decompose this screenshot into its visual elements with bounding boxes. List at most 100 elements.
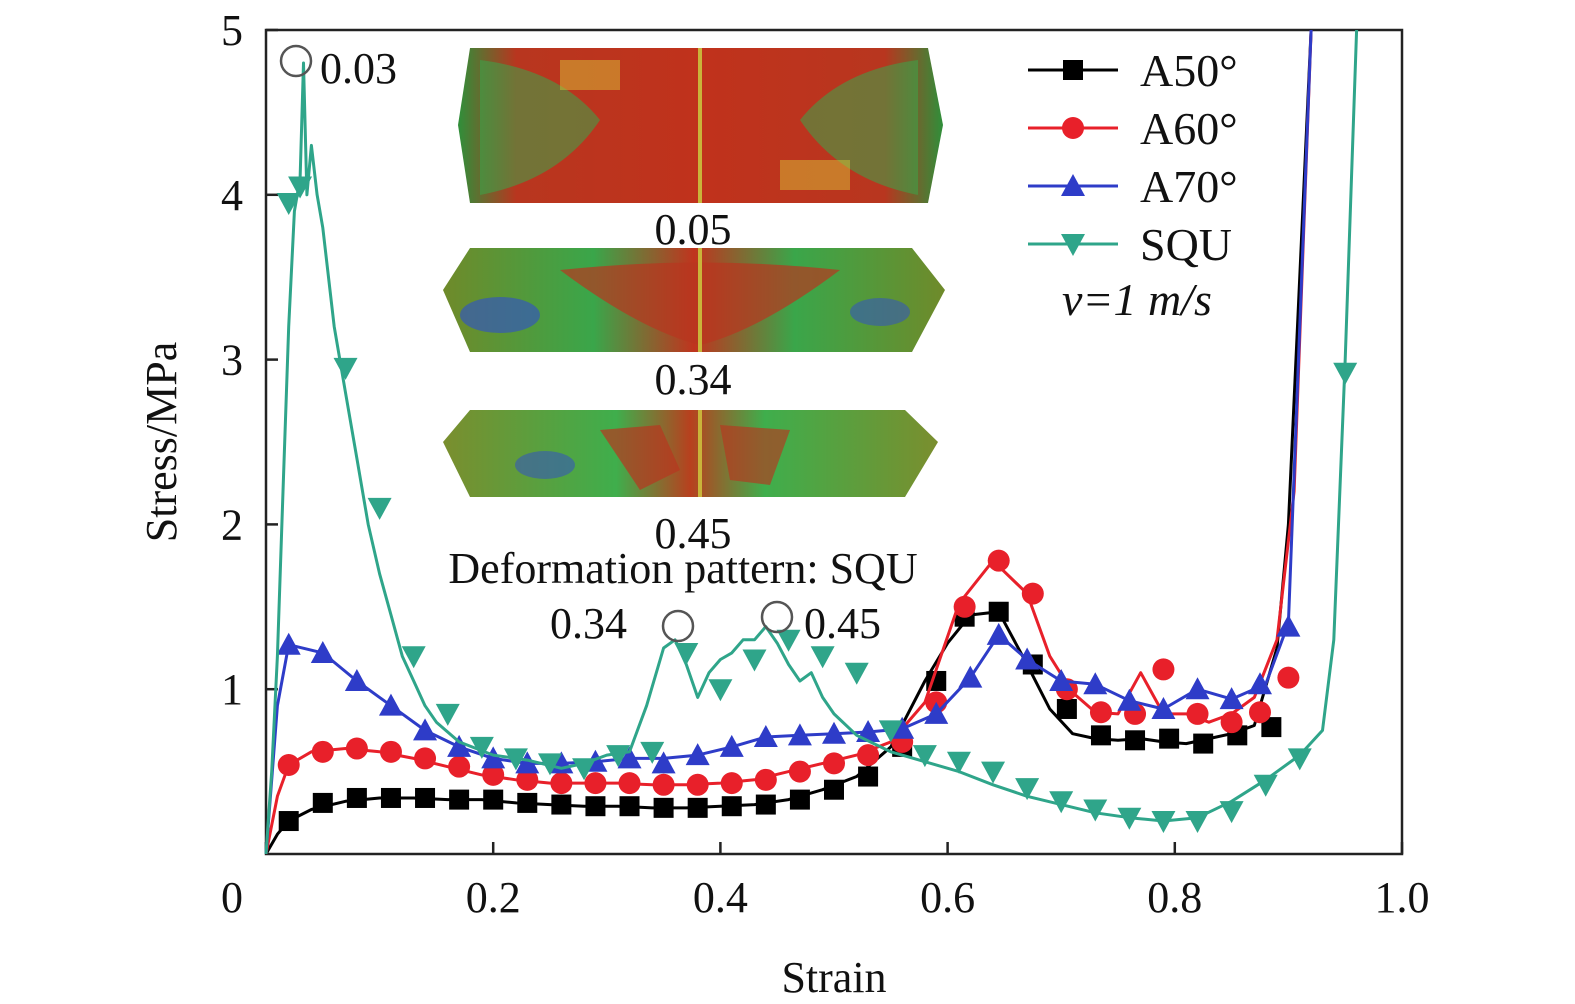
data-point	[1277, 666, 1300, 689]
data-point	[1159, 728, 1180, 749]
data-point	[278, 811, 299, 832]
inset-deformation-images	[443, 48, 945, 497]
annotation-label-0-03: 0.03	[320, 44, 397, 93]
data-point	[1185, 677, 1210, 700]
data-point	[380, 787, 401, 808]
annotation-circle-0-03	[279, 44, 313, 78]
data-point	[1083, 799, 1108, 822]
data-point	[1185, 811, 1210, 834]
data-point	[822, 721, 846, 744]
x-tick-label: 0.4	[693, 873, 748, 922]
data-point	[1049, 668, 1074, 691]
plot-frame	[264, 28, 1404, 856]
data-point	[1015, 647, 1040, 670]
inset-image-0-34	[443, 248, 945, 352]
annotation-circle-0-34	[661, 609, 695, 643]
data-point	[787, 723, 812, 746]
y-tick-label: 1	[221, 665, 243, 714]
annotations-layer: 0.03 0.34 0.45	[279, 44, 881, 648]
legend-swatch-marker	[1063, 60, 1083, 80]
data-point	[276, 632, 301, 655]
data-point	[1151, 811, 1176, 834]
data-point	[585, 796, 606, 817]
inset-label-0-34: 0.34	[655, 355, 732, 404]
data-point	[742, 649, 767, 672]
data-point	[367, 497, 392, 520]
data-point	[346, 787, 367, 808]
data-point	[448, 755, 471, 778]
x-tick-label: 0	[221, 873, 243, 922]
data-point	[824, 779, 844, 800]
data-point	[1117, 688, 1142, 711]
data-point	[958, 665, 983, 688]
data-point	[651, 751, 676, 774]
data-point	[415, 787, 436, 808]
data-point	[413, 718, 438, 741]
data-point	[755, 794, 776, 815]
data-point	[1219, 801, 1244, 824]
legend-label: A60°	[1140, 103, 1238, 154]
data-point	[653, 797, 674, 818]
data-point	[447, 734, 472, 757]
data-point	[1186, 702, 1209, 725]
data-point	[685, 743, 710, 766]
data-point	[1083, 672, 1108, 695]
data-point	[823, 752, 845, 775]
data-point	[721, 796, 742, 817]
data-point	[858, 766, 879, 787]
data-point	[333, 357, 358, 380]
data-point	[449, 789, 470, 810]
data-point	[619, 796, 640, 817]
data-point	[1117, 807, 1142, 830]
data-point	[617, 746, 642, 769]
data-point	[1090, 725, 1111, 746]
x-tick-label: 1.0	[1375, 873, 1430, 922]
data-point	[1249, 701, 1271, 724]
data-point	[618, 772, 641, 795]
legend-swatch-marker	[1061, 174, 1085, 196]
data-point	[1248, 672, 1272, 695]
inset-image-0-05	[458, 48, 943, 203]
data-point	[276, 193, 301, 216]
data-point	[1021, 582, 1044, 605]
data-point	[379, 740, 402, 763]
data-point	[754, 768, 777, 791]
data-point	[1151, 696, 1176, 719]
data-point	[344, 668, 369, 691]
data-point	[1287, 748, 1312, 771]
data-point	[538, 753, 562, 776]
series-layer	[264, 29, 1359, 855]
data-point	[469, 736, 494, 759]
data-point	[1015, 778, 1040, 801]
data-point	[481, 746, 506, 769]
inset-label-0-05: 0.05	[655, 205, 732, 254]
legend-swatch-marker	[1062, 117, 1084, 139]
legend-label: SQU	[1140, 219, 1232, 270]
data-point	[311, 740, 334, 763]
legend: A50° A60° A70° SQU	[1028, 45, 1238, 270]
y-tick-label: 2	[221, 500, 243, 549]
data-point	[652, 773, 675, 796]
data-point	[516, 768, 539, 791]
x-tick-label: 0.6	[920, 873, 975, 922]
data-point	[1220, 711, 1243, 734]
data-point	[687, 797, 708, 818]
data-point	[924, 701, 949, 724]
data-point	[946, 751, 971, 774]
annotation-label-0-45: 0.45	[804, 599, 881, 648]
data-point	[606, 745, 631, 768]
annotation-circle-0-45	[760, 600, 794, 634]
legend-note: v=1 m/s	[1062, 274, 1212, 325]
data-point	[572, 758, 597, 781]
legend-swatch-marker	[1061, 234, 1085, 256]
data-point	[1219, 687, 1244, 710]
data-point	[482, 763, 505, 786]
data-point	[987, 549, 1010, 572]
data-point	[981, 761, 1006, 784]
data-point	[844, 662, 869, 685]
x-axis-ticks: 0 0.2 0.4 0.6 0.8 1.0	[221, 842, 1430, 922]
data-point	[788, 760, 811, 783]
inset-image-0-45	[443, 410, 938, 497]
x-tick-label: 0.2	[466, 873, 521, 922]
data-point	[1253, 774, 1278, 797]
